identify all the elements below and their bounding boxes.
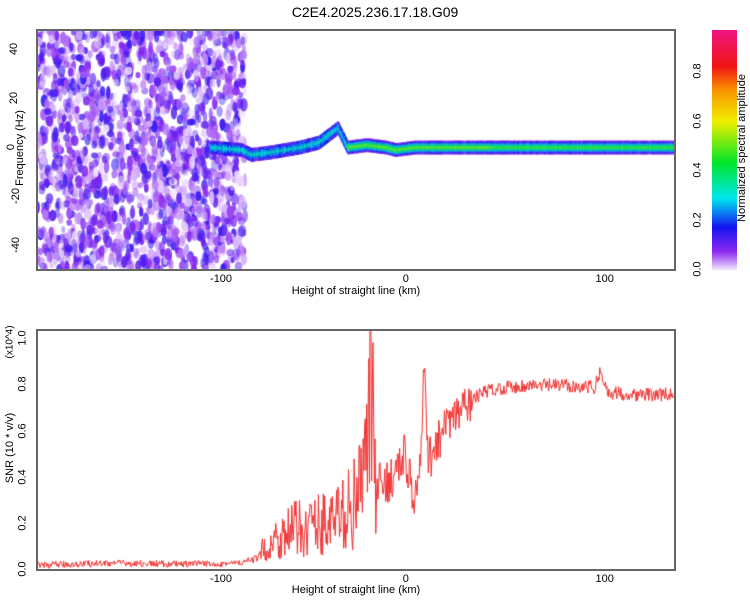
snr-ytick-label: 0.0: [16, 561, 29, 577]
spectrogram-ytick-label: -40: [9, 236, 22, 253]
colorbar-tick-label: 0.4: [691, 162, 704, 178]
snr-scale-label: (x10^4): [4, 325, 16, 359]
spectrogram-ytick-label: -20: [9, 187, 22, 204]
snr-ylabel: SNR (10 * v/v): [4, 412, 16, 484]
colorbar-tick-label: 0.2: [691, 211, 704, 228]
colorbar-tick-label: 0.8: [691, 63, 704, 79]
snr-xtick-label: 0: [402, 573, 409, 585]
colorbar: [712, 30, 737, 270]
snr-ytick-label: 1.0: [16, 330, 29, 346]
spectrogram-ytick-label: 40: [8, 42, 21, 55]
snr-ytick-label: 0.8: [16, 376, 29, 393]
spectrogram-xtick-label: 0: [402, 273, 409, 285]
snr-frame: [36, 329, 676, 571]
snr-ytick-label: 0.4: [16, 469, 29, 485]
colorbar-tick-label: 0.0: [691, 261, 704, 277]
spectrogram-xtick-label: -100: [210, 273, 233, 285]
snr-ytick-label: 0.6: [16, 422, 29, 439]
snr-ytick-label: 0.2: [16, 515, 29, 531]
spectrogram-plot: [37, 30, 675, 270]
chart-title: C2E4.2025.236.17.18.G09: [291, 4, 459, 20]
colorbar-tick-label: 0.6: [691, 112, 704, 129]
spectrogram-xlabel: Height of straight line (km): [291, 285, 421, 297]
snr-plot: [37, 330, 675, 570]
spectrogram-xtick-label: 100: [595, 273, 614, 285]
colorbar-label: Normalized spectral amplitude: [736, 74, 748, 222]
snr-xtick-label: -100: [210, 573, 233, 585]
snr-xtick-label: 100: [595, 573, 614, 585]
snr-xlabel: Height of straight line (km): [291, 584, 421, 596]
spectrogram-frame: [36, 29, 676, 271]
spectrogram-ytick-label: 0: [5, 143, 18, 150]
spectrogram-ytick-label: 20: [8, 91, 21, 104]
